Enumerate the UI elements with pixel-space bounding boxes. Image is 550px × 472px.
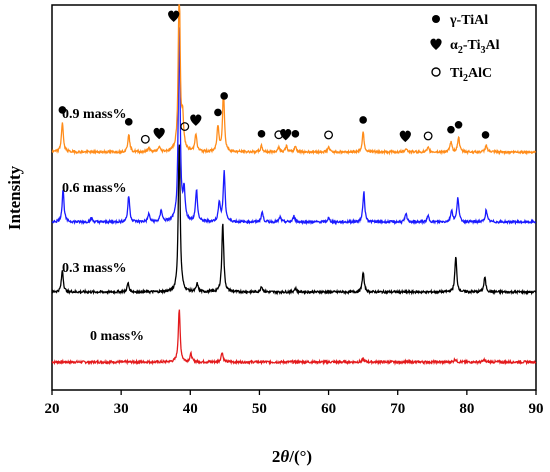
filled-circle-marker-icon <box>214 108 222 117</box>
peak-markers <box>58 10 490 144</box>
filled-circle-marker-icon <box>454 120 463 129</box>
x-tick-label: 40 <box>183 401 198 417</box>
heart-marker-icon <box>153 127 165 140</box>
x-tick-label: 50 <box>252 401 267 417</box>
open-circle-marker-icon <box>423 131 433 141</box>
heart-marker-icon <box>280 129 292 141</box>
series-label-0-6: 0.6 mass% <box>62 181 127 196</box>
x-tick-label: 80 <box>459 401 474 417</box>
series-label-0: 0 mass% <box>90 329 144 344</box>
x-tick-label: 20 <box>45 401 60 417</box>
x-axis-title: 2θ/(°) <box>272 447 312 466</box>
filled-circle-marker-icon <box>291 130 300 138</box>
series-line-0 <box>51 309 537 366</box>
y-axis-title: Intensity <box>5 165 24 230</box>
open-circle-marker-icon <box>324 130 334 140</box>
legend: γ-TiAl α2-Ti3Al Ti2AlC <box>430 13 500 84</box>
series-line-2 <box>51 27 536 226</box>
legend-open-circle-icon <box>431 67 441 77</box>
heart-marker-icon <box>399 130 411 143</box>
heart-marker-icon <box>190 114 202 126</box>
x-tick-label: 90 <box>529 401 544 417</box>
series-label-0-3: 0.3 mass% <box>62 261 127 276</box>
legend-label-ti2alc: Ti2AlC <box>450 66 492 84</box>
filled-circle-marker-icon <box>481 131 490 139</box>
plot-frame <box>51 4 537 391</box>
x-tick-label: 60 <box>321 401 336 417</box>
series-traces <box>51 4 537 366</box>
heart-marker-icon <box>168 10 180 22</box>
series-line-3 <box>51 4 537 156</box>
filled-circle-marker-icon <box>220 92 228 100</box>
filled-circle-marker-icon <box>58 106 67 114</box>
legend-label-gamma-tial: γ-TiAl <box>449 13 488 28</box>
legend-label-alpha2-ti3al: α2-Ti3Al <box>450 38 500 56</box>
legend-heart-icon <box>430 38 442 50</box>
filled-circle-marker-icon <box>447 125 455 134</box>
open-circle-marker-icon <box>180 122 190 131</box>
series-label-0-9: 0.9 mass% <box>62 107 127 122</box>
x-tick-label: 30 <box>114 401 129 417</box>
series-line-1 <box>51 144 537 296</box>
x-axis-ticks: 20 30 40 50 60 70 80 90 <box>45 390 544 417</box>
filled-circle-marker-icon <box>124 118 133 126</box>
filled-circle-marker-icon <box>257 130 266 138</box>
filled-circle-marker-icon <box>359 116 367 124</box>
open-circle-marker-icon <box>140 134 150 144</box>
x-tick-label: 70 <box>390 401 405 417</box>
legend-filled-circle-icon <box>432 15 440 23</box>
